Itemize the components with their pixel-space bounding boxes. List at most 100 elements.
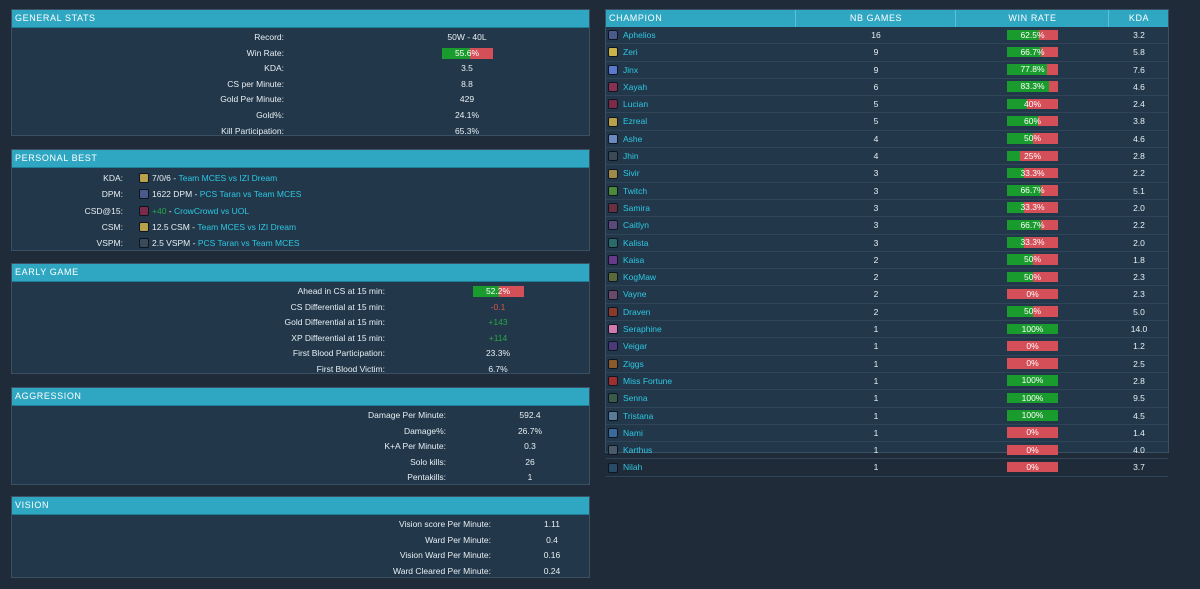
- champion-row[interactable]: Nami 1 0% 1.4: [606, 425, 1168, 443]
- champion-name-link[interactable]: Aphelios: [623, 30, 656, 40]
- champion-row[interactable]: Jhin 4 25% 2.8: [606, 148, 1168, 166]
- champion-name-cell[interactable]: Draven: [608, 304, 650, 320]
- match-link[interactable]: CrowCrowd vs UOL: [173, 205, 250, 216]
- champion-row[interactable]: Seraphine 1 100% 14.0: [606, 321, 1168, 339]
- champion-name-cell[interactable]: Veigar: [608, 338, 647, 354]
- champion-row[interactable]: Ziggs 1 0% 2.5: [606, 356, 1168, 373]
- champion-name-cell[interactable]: Caitlyn: [608, 217, 649, 233]
- col-champion-header[interactable]: CHAMPION: [609, 13, 663, 23]
- champion-name-cell[interactable]: Senna: [608, 390, 648, 406]
- champion-name-link[interactable]: Twitch: [623, 185, 648, 196]
- champion-row[interactable]: Xayah 6 83.3% 4.6: [606, 79, 1168, 97]
- champion-name-cell[interactable]: KogMaw: [608, 269, 656, 285]
- col-winrate-header[interactable]: WIN RATE: [1008, 13, 1057, 23]
- champion-name-link[interactable]: Jhin: [623, 151, 639, 162]
- champion-name-link[interactable]: Tristana: [623, 410, 654, 421]
- champion-row[interactable]: Nilah 1 0% 3.7: [606, 459, 1168, 477]
- winrate-value: 33.3%: [1020, 202, 1045, 213]
- champion-name-cell[interactable]: Ziggs: [608, 356, 644, 372]
- champion-name-link[interactable]: Samira: [623, 202, 650, 213]
- winrate-bar: 66.7%: [1007, 185, 1058, 196]
- champion-name-link[interactable]: Zeri: [623, 47, 638, 58]
- champion-name-link[interactable]: KogMaw: [623, 272, 657, 283]
- champion-row[interactable]: Samira 3 33.3% 2.0: [606, 200, 1168, 218]
- champion-row[interactable]: Jinx 9 77.8% 7.6: [606, 62, 1168, 79]
- col-games-header[interactable]: NB GAMES: [849, 13, 903, 23]
- champion-row[interactable]: Zeri 9 66.7% 5.8: [606, 44, 1168, 62]
- champion-name-link[interactable]: Seraphine: [623, 324, 662, 335]
- champion-name-cell[interactable]: Ezreal: [608, 113, 647, 129]
- champion-row[interactable]: Sivir 3 33.3% 2.2: [606, 165, 1168, 183]
- champion-row[interactable]: Vayne 2 0% 2.3: [606, 286, 1168, 304]
- champion-row[interactable]: Kaisa 2 50% 1.8: [606, 252, 1168, 270]
- champion-name-link[interactable]: Kaisa: [623, 254, 645, 265]
- champion-name-link[interactable]: Nilah: [623, 462, 643, 473]
- champion-name-link[interactable]: Draven: [623, 306, 651, 317]
- aggression-row: K+A Per Minute: 0.3: [12, 439, 589, 455]
- champion-name-cell[interactable]: Nilah: [608, 459, 642, 475]
- champion-name-link[interactable]: Vayne: [623, 289, 647, 300]
- champion-name-cell[interactable]: Jinx: [608, 62, 638, 78]
- champion-row[interactable]: Twitch 3 66.7% 5.1: [606, 183, 1168, 200]
- champion-row[interactable]: Karthus 1 0% 4.0: [606, 442, 1168, 460]
- champion-name-cell[interactable]: Twitch: [608, 183, 647, 199]
- champion-name-link[interactable]: Sivir: [623, 168, 640, 179]
- champion-row[interactable]: Senna 1 100% 9.5: [606, 390, 1168, 408]
- champion-name-cell[interactable]: Karthus: [608, 442, 652, 458]
- champion-name-cell[interactable]: Zeri: [608, 44, 638, 60]
- match-link[interactable]: PCS Taran vs Team MCES: [199, 189, 302, 200]
- champion-row[interactable]: Tristana 1 100% 4.5: [606, 408, 1168, 425]
- kda-cell: 4.6: [1133, 133, 1145, 144]
- champion-name-cell[interactable]: Lucian: [608, 96, 648, 112]
- champion-row[interactable]: Veigar 1 0% 1.2: [606, 338, 1168, 356]
- stat-label: DPM:: [101, 189, 123, 200]
- stat-bar-fill: [472, 286, 500, 297]
- champion-name-cell[interactable]: Aphelios: [608, 27, 656, 43]
- champion-name-link[interactable]: Karthus: [623, 445, 653, 456]
- match-link[interactable]: Team MCES vs IZI Dream: [178, 173, 278, 183]
- champion-name-cell[interactable]: Sivir: [608, 165, 640, 181]
- champion-name-link[interactable]: Xayah: [623, 81, 648, 92]
- champion-name-cell[interactable]: Ashe: [608, 131, 642, 147]
- champion-name-link[interactable]: Senna: [623, 393, 648, 404]
- aggression-row: Damage Per Minute: 592.4: [12, 408, 589, 424]
- match-link[interactable]: Team MCES vs IZI Dream: [197, 221, 297, 232]
- champion-name-link[interactable]: Nami: [623, 427, 643, 438]
- champion-row[interactable]: Lucian 5 40% 2.4: [606, 96, 1168, 114]
- champion-name-cell[interactable]: Miss Fortune: [608, 373, 672, 389]
- champion-row[interactable]: Aphelios 16 62.5% 3.2: [606, 27, 1168, 45]
- champion-name-cell[interactable]: Tristana: [608, 408, 653, 424]
- champion-row[interactable]: Kalista 3 33.3% 2.0: [606, 235, 1168, 252]
- champion-row[interactable]: Ashe 4 50% 4.6: [606, 131, 1168, 149]
- champion-name-link[interactable]: Miss Fortune: [623, 375, 673, 386]
- match-link[interactable]: PCS Taran vs Team MCES: [197, 238, 300, 249]
- champion-name-link[interactable]: Ziggs: [623, 358, 644, 369]
- champion-name-cell[interactable]: Seraphine: [608, 321, 662, 337]
- champion-row[interactable]: Caitlyn 3 66.7% 2.2: [606, 217, 1168, 235]
- champion-name-cell[interactable]: Kaisa: [608, 252, 644, 268]
- champion-name-cell[interactable]: Samira: [608, 200, 650, 216]
- champion-name-link[interactable]: Kalista: [623, 237, 649, 248]
- champion-row[interactable]: Draven 2 50% 5.0: [606, 304, 1168, 322]
- stat-label: Pentakills:: [407, 472, 446, 483]
- champion-name-cell[interactable]: Kalista: [608, 235, 649, 251]
- champion-name-link[interactable]: Ashe: [623, 133, 643, 144]
- winrate-value: 100%: [1021, 323, 1044, 334]
- champion-name-cell[interactable]: Xayah: [608, 79, 647, 95]
- champion-row[interactable]: Miss Fortune 1 100% 2.8: [606, 373, 1168, 391]
- champion-row[interactable]: Ezreal 5 60% 3.8: [606, 113, 1168, 131]
- champion-name-link[interactable]: Veigar: [623, 341, 648, 352]
- champion-name-cell[interactable]: Nami: [608, 425, 643, 441]
- stat-value: 26.7%: [517, 425, 543, 436]
- champion-table-header: CHAMPION NB GAMES WIN RATE KDA: [606, 10, 1168, 27]
- champion-name-link[interactable]: Caitlyn: [623, 220, 649, 231]
- champion-row[interactable]: KogMaw 2 50% 2.3: [606, 269, 1168, 287]
- champion-name-link[interactable]: Lucian: [623, 99, 649, 110]
- champion-name-cell[interactable]: Vayne: [608, 286, 646, 302]
- kda-cell: 2.8: [1133, 151, 1145, 162]
- champion-table-body: Aphelios 16 62.5% 3.2 Zeri 9 66.7% 5.8 Jinx 9 77.8…: [606, 27, 1168, 477]
- champion-name-link[interactable]: Ezreal: [623, 116, 648, 127]
- champion-name-link[interactable]: Jinx: [623, 64, 639, 75]
- champion-name-cell[interactable]: Jhin: [608, 148, 639, 164]
- col-kda-header[interactable]: KDA: [1128, 13, 1150, 23]
